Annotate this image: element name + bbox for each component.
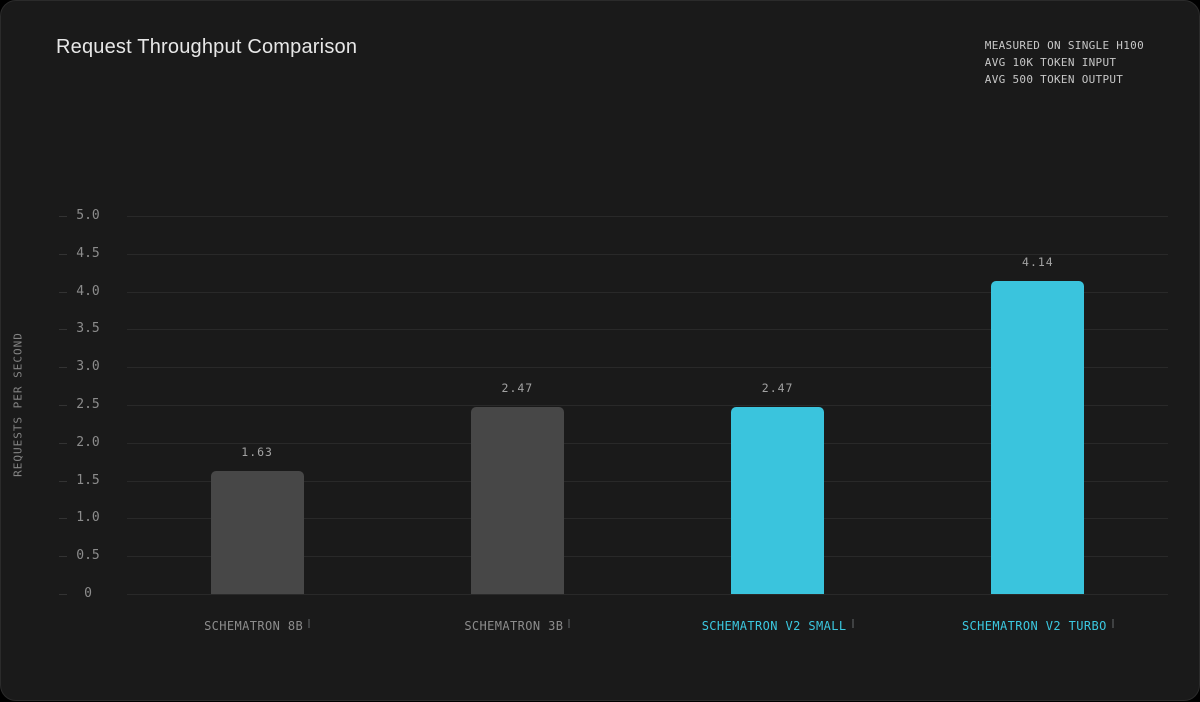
note-line: MEASURED ON SINGLE H100 <box>984 39 1144 52</box>
gridline <box>127 291 1168 293</box>
y-tick-label: 4.0 <box>76 283 100 299</box>
gridline <box>127 518 1168 520</box>
gridline <box>127 367 1168 369</box>
bar-value-label: 4.14 <box>1022 255 1054 270</box>
y-tick-dash <box>59 216 67 217</box>
bar-value-label: 2.47 <box>501 381 534 396</box>
y-tick-label: 1.5 <box>76 472 100 488</box>
note-line: AVG 10K TOKEN INPUT <box>984 56 1117 69</box>
label-cursor-tick <box>1111 619 1114 628</box>
gridline <box>127 594 1168 595</box>
x-axis-label-schematron-8b: SCHEMATRON 8B <box>127 619 387 633</box>
gridline <box>127 480 1168 482</box>
y-tick-label: 5.0 <box>76 208 100 223</box>
bar-schematron-v2-turbo <box>991 281 1085 594</box>
gridline <box>127 405 1168 406</box>
measurement-notes: MEASURED ON SINGLE H100 AVG 10K TOKEN IN… <box>985 37 1144 88</box>
gridline <box>127 329 1168 331</box>
y-tick-label: 0.5 <box>76 548 100 564</box>
y-tick-dash <box>59 442 67 444</box>
x-axis-label-text: SCHEMATRON 3B <box>464 619 564 633</box>
label-cursor-tick <box>308 619 311 628</box>
y-tick-label: 3.5 <box>76 321 100 337</box>
y-tick-dash <box>59 594 67 595</box>
y-tick-label: 2.0 <box>76 434 100 450</box>
x-axis-label-schematron-v2-turbo: SCHEMATRON V2 TURBO <box>908 619 1168 633</box>
bar-value-label: 2.47 <box>761 381 794 396</box>
y-tick-label: 0 <box>84 586 92 601</box>
y-tick-label: 1.0 <box>76 510 100 526</box>
note-line: AVG 500 TOKEN OUTPUT <box>984 73 1124 86</box>
bar-schematron-3b <box>470 407 564 594</box>
bar-value-label: 1.63 <box>241 444 273 459</box>
x-axis-label-text: SCHEMATRON 8B <box>204 619 304 633</box>
y-tick-dash <box>59 291 67 293</box>
chart-title: Request Throughput Comparison <box>56 36 358 58</box>
y-tick-label: 3.0 <box>76 359 100 375</box>
y-tick-label: 2.5 <box>76 397 100 412</box>
y-tick-dash <box>59 518 67 520</box>
y-tick-dash <box>59 253 67 255</box>
y-tick-dash <box>59 556 67 558</box>
gridline <box>127 253 1168 255</box>
y-tick-label: 4.5 <box>76 245 100 261</box>
x-axis-label-text: SCHEMATRON V2 SMALL <box>701 619 847 633</box>
gridline <box>127 442 1168 444</box>
x-axis-label-text: SCHEMATRON V2 TURBO <box>961 619 1107 633</box>
y-tick-dash <box>59 405 67 406</box>
label-cursor-tick <box>568 619 571 628</box>
x-axis-label-schematron-v2-small: SCHEMATRON V2 SMALL <box>648 619 908 633</box>
y-tick-dash <box>59 480 67 482</box>
label-cursor-tick <box>851 619 854 628</box>
bar-schematron-v2-small <box>731 407 825 594</box>
bar-schematron-8b <box>210 470 304 594</box>
gridline <box>127 556 1168 558</box>
gridline <box>127 216 1168 217</box>
x-axis-label-schematron-3b: SCHEMATRON 3B <box>387 619 647 633</box>
y-tick-dash <box>59 329 67 331</box>
y-tick-dash <box>59 367 67 369</box>
